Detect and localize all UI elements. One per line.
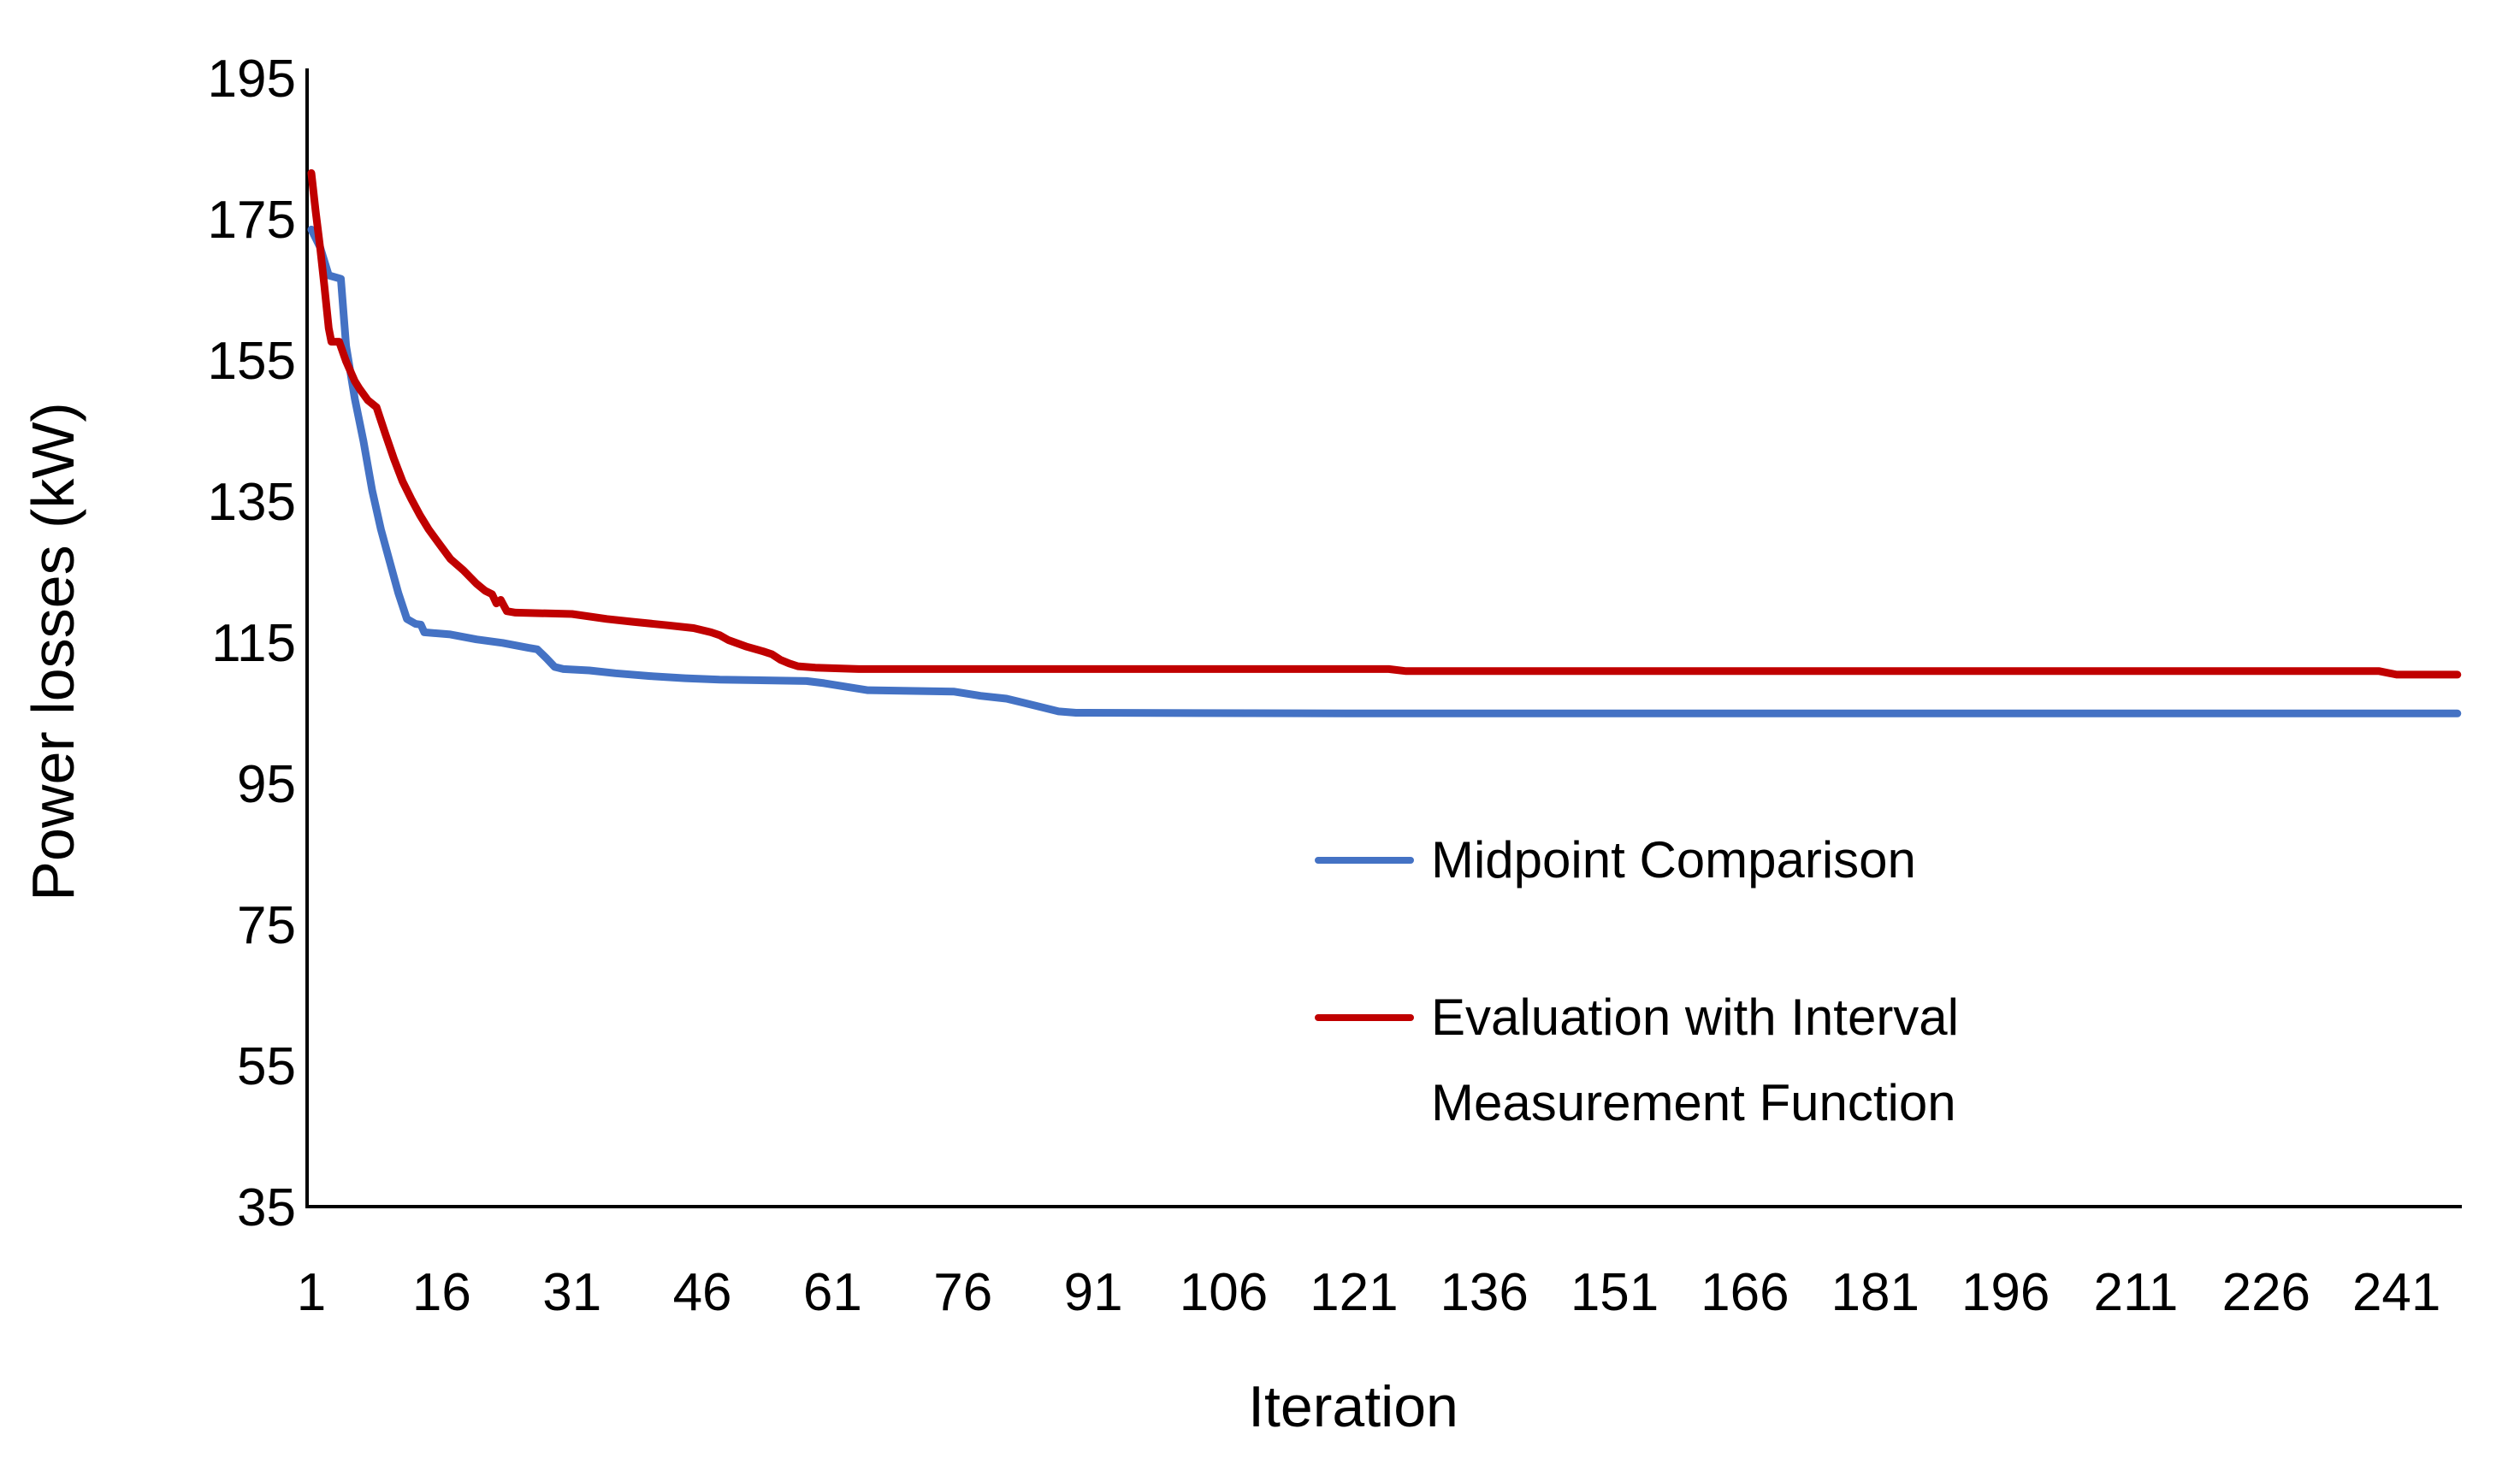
y-tick-label: 55 (237, 1037, 296, 1096)
legend-line-icon (1315, 1014, 1414, 1021)
legend-item-midpoint-comparison: Midpoint Comparison (1315, 818, 1916, 903)
x-tick-label: 91 (1064, 1263, 1123, 1322)
x-tick-label: 226 (2222, 1263, 2310, 1322)
series-line-1 (307, 168, 2462, 679)
x-tick-label: 241 (2352, 1263, 2440, 1322)
x-tick-label: 121 (1310, 1263, 1398, 1322)
x-tick-label: 106 (1180, 1263, 1268, 1322)
x-tick-label: 31 (542, 1263, 601, 1322)
y-tick-label: 155 (208, 332, 296, 391)
y-axis-title: Power losses (kW) (20, 402, 86, 901)
x-tick-label: 211 (2094, 1263, 2179, 1322)
legend-label-line2: Measurement Function (1431, 1074, 1956, 1131)
x-tick-label: 136 (1440, 1263, 1528, 1322)
y-tick-label: 175 (208, 191, 296, 250)
x-axis-title: Iteration (1248, 1374, 1458, 1439)
x-tick-label: 61 (803, 1263, 862, 1322)
x-tick-label: 166 (1701, 1263, 1789, 1322)
y-tick-label: 115 (211, 614, 296, 673)
x-tick-label: 181 (1831, 1263, 1920, 1322)
x-tick-label: 196 (1961, 1263, 2050, 1322)
x-tick-label: 151 (1571, 1263, 1659, 1322)
x-tick-label: 76 (933, 1263, 992, 1322)
series-line-0 (307, 225, 2462, 717)
y-tick-label: 35 (237, 1178, 296, 1237)
legend-label-line1: Evaluation with Interval (1431, 989, 1959, 1046)
legend-label: Midpoint Comparison (1431, 831, 1916, 888)
x-tick-label: 46 (673, 1263, 732, 1322)
y-tick-label: 195 (208, 50, 296, 109)
y-tick-label: 95 (237, 755, 296, 814)
legend-item-interval-measurement: Evaluation with Interval Measurement Func… (1315, 975, 1959, 1146)
y-tick-label: 75 (237, 896, 296, 955)
x-tick-label: 1 (297, 1263, 326, 1322)
legend-label: Evaluation with Interval Measurement Func… (1431, 975, 1959, 1146)
x-tick-label: 16 (412, 1263, 471, 1322)
y-tick-label: 135 (208, 473, 296, 532)
legend-line-icon (1315, 857, 1414, 864)
